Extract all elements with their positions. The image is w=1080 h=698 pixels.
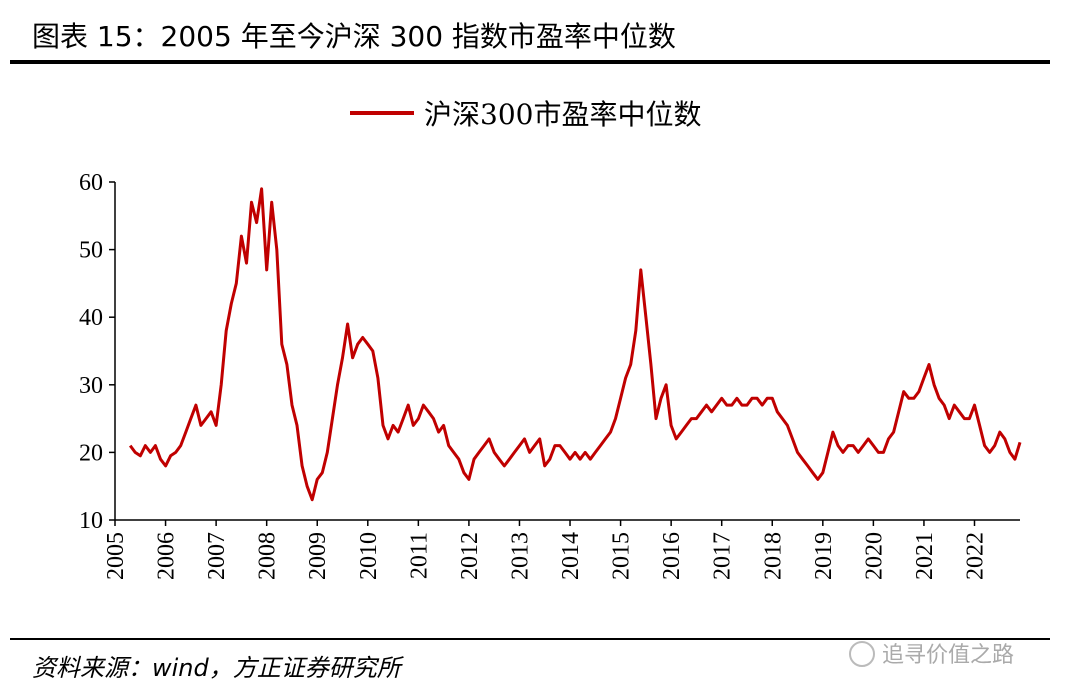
y-tick-label: 20	[79, 440, 103, 466]
x-tick-label: 2011	[406, 532, 432, 579]
x-tick-label: 2005	[103, 532, 129, 580]
x-tick-label: 2010	[356, 532, 382, 580]
watermark-icon	[849, 641, 875, 667]
source-note: 资料来源：wind，方正证券研究所	[32, 654, 405, 682]
x-tick-label: 2015	[609, 532, 635, 580]
y-tick-label: 50	[79, 238, 103, 264]
x-tick-label: 2013	[507, 532, 533, 580]
x-tick-label: 2016	[659, 532, 685, 580]
x-tick-label: 2018	[760, 532, 786, 580]
x-tick-label: 2021	[912, 532, 938, 580]
series-line	[128, 187, 1022, 502]
x-tick-label: 2017	[710, 532, 736, 580]
x-tick-label: 2020	[861, 532, 887, 580]
x-tick-label: 2007	[204, 532, 230, 580]
watermark: 追寻价值之路	[882, 643, 1014, 668]
y-tick-label: 40	[79, 305, 103, 331]
x-tick-label: 2019	[811, 532, 837, 580]
y-tick-label: 30	[79, 373, 103, 399]
y-tick-label: 10	[79, 508, 103, 534]
x-tick-label: 2022	[962, 532, 988, 580]
footer-rule	[10, 638, 1050, 640]
x-tick-label: 2008	[255, 532, 281, 580]
x-tick-label: 2009	[305, 532, 331, 580]
chart-title: 图表 15：2005 年至今沪深 300 指数市盈率中位数	[32, 20, 676, 53]
legend-label: 沪深300市盈率中位数	[424, 98, 701, 131]
x-tick-label: 2014	[558, 532, 584, 580]
header-rule	[10, 60, 1050, 64]
y-tick-label: 60	[79, 170, 103, 196]
x-tick-label: 2012	[457, 532, 483, 580]
x-tick-label: 2006	[154, 532, 180, 580]
